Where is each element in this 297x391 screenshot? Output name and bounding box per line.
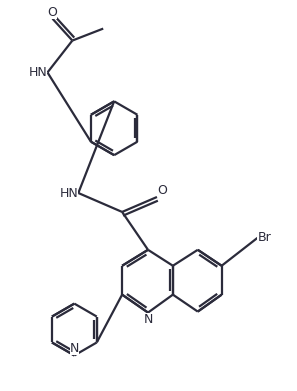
Text: N: N <box>70 343 79 355</box>
Text: O: O <box>157 184 167 197</box>
Text: Br: Br <box>257 231 271 244</box>
Text: N: N <box>143 312 153 326</box>
Text: HN: HN <box>60 187 78 199</box>
Text: HN: HN <box>29 66 48 79</box>
Text: O: O <box>48 5 57 19</box>
